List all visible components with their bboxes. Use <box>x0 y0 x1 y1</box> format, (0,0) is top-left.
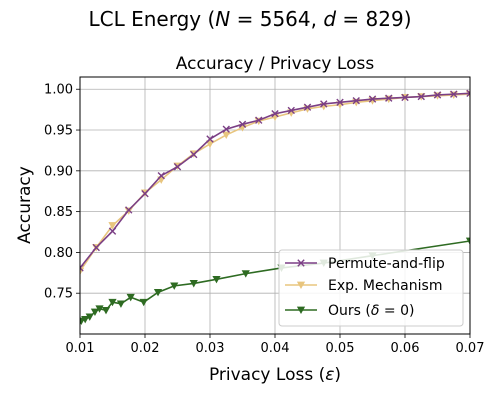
data-point-ours <box>212 275 221 284</box>
data-point-permute-and-flip <box>108 227 117 235</box>
data-point-ours <box>153 289 163 297</box>
y-tick-label: 0.95 <box>44 124 73 139</box>
data-point-permute-and-flip <box>320 100 328 108</box>
series-layer <box>80 89 470 325</box>
data-point-permute-and-flip <box>206 135 214 143</box>
data-point-permute-and-flip <box>352 96 360 105</box>
data-point-permute-and-flip <box>368 95 377 103</box>
data-point-permute-and-flip <box>141 189 149 198</box>
x-tick-label: 0.07 <box>456 341 485 356</box>
y-tick-label: 0.90 <box>44 164 73 179</box>
data-point-ours <box>85 313 94 321</box>
data-point-permute-and-flip <box>450 90 458 98</box>
x-tick-label: 0.02 <box>131 341 160 356</box>
data-point-permute-and-flip <box>336 98 344 106</box>
data-point-permute-and-flip <box>190 150 198 159</box>
data-point-ours <box>90 308 100 317</box>
data-point-ours <box>108 298 117 307</box>
x-axis-label: Privacy Loss (ε) <box>209 365 341 385</box>
data-point-exp-mechanism <box>205 140 215 148</box>
legend-label-ours: Ours (δ = 0) <box>328 303 414 319</box>
legend-label-exp-mechanism: Exp. Mechanism <box>328 278 442 294</box>
legend-marker-permute-and-flip <box>297 259 305 267</box>
y-axis-label: Accuracy <box>15 166 35 244</box>
tick-labels: 0.01 0.02 0.03 0.04 0.05 0.06 0.07 0.75 0.80 0.85… <box>44 83 484 356</box>
data-point-ours <box>465 237 470 246</box>
data-point-permute-and-flip <box>287 106 295 115</box>
data-point-ours <box>116 300 126 308</box>
data-point-permute-and-flip <box>238 120 247 129</box>
data-point-ours <box>170 282 179 290</box>
x-tick-label: 0.03 <box>196 341 225 356</box>
legend-keys <box>285 259 317 315</box>
x-tick-label: 0.06 <box>391 341 420 356</box>
data-point-permute-and-flip <box>80 264 84 272</box>
data-point-exp-mechanism <box>222 131 231 139</box>
y-tick-label: 1.00 <box>44 83 73 98</box>
data-point-ours <box>81 315 90 324</box>
legend-label-permute-and-flip: Permute-and-flip <box>328 256 445 272</box>
data-point-permute-and-flip <box>157 172 165 180</box>
data-point-ours <box>189 280 198 288</box>
data-point-permute-and-flip <box>417 92 425 101</box>
data-point-ours <box>241 270 250 278</box>
data-point-permute-and-flip <box>271 110 279 118</box>
data-point-permute-and-flip <box>125 206 133 214</box>
figure-title: LCL Energy (N = 5564, d = 829) <box>88 7 411 31</box>
y-tick-label: 0.80 <box>44 246 73 261</box>
data-point-permute-and-flip <box>401 93 409 102</box>
y-tick-label: 0.75 <box>44 287 73 302</box>
data-point-permute-and-flip <box>255 116 263 124</box>
data-point-ours <box>95 305 104 313</box>
data-point-permute-and-flip <box>466 89 470 98</box>
tick-marks <box>76 88 471 338</box>
data-point-permute-and-flip <box>173 163 182 171</box>
x-tick-label: 0.05 <box>326 341 355 356</box>
legend-box <box>278 249 464 327</box>
legend: Permute-and-flip Exp. Mechanism Ours (δ … <box>278 249 464 327</box>
data-point-ours <box>101 306 111 315</box>
data-point-permute-and-flip <box>385 94 393 102</box>
data-point-permute-and-flip <box>222 125 230 133</box>
data-point-ours <box>139 298 148 307</box>
legend-marker-exp-mechanism <box>296 281 306 290</box>
x-tick-label: 0.01 <box>66 341 95 356</box>
data-point-ours <box>126 293 135 302</box>
data-point-permute-and-flip <box>303 103 312 111</box>
y-tick-label: 0.85 <box>44 205 73 220</box>
data-point-exp-mechanism <box>108 222 117 230</box>
series-permute-and-flip <box>80 89 470 272</box>
data-point-permute-and-flip <box>92 243 100 252</box>
x-tick-label: 0.04 <box>261 341 290 356</box>
legend-marker-ours <box>296 306 306 315</box>
data-point-permute-and-flip <box>433 91 442 99</box>
chart-title: Accuracy / Privacy Loss <box>176 54 375 74</box>
